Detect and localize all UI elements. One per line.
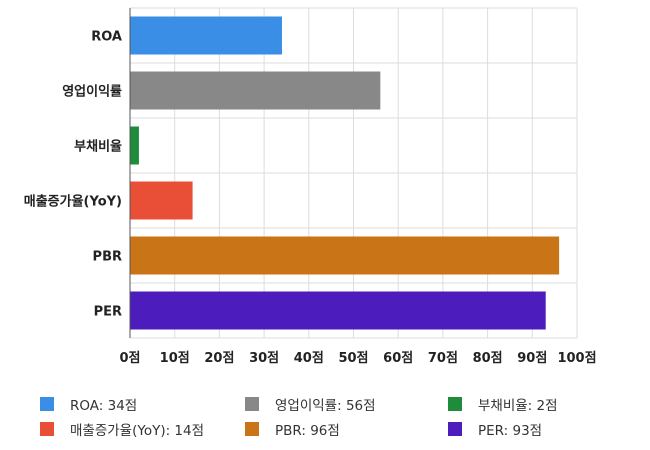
legend-item-debt-ratio[interactable]: 부채비율: 2점 <box>448 394 558 414</box>
legend-label-per: PER: 93점 <box>478 423 543 439</box>
legend-swatch-debt-ratio <box>448 397 462 411</box>
legend-label-roa: ROA: 34점 <box>70 398 138 414</box>
legend-item-pbr[interactable]: PBR: 96점 <box>245 419 340 439</box>
x-tick-label-10: 100점 <box>557 351 596 366</box>
category-label-0: ROA <box>91 30 122 45</box>
x-tick-label-5: 50점 <box>338 351 368 366</box>
bar-5 <box>130 291 546 330</box>
legend-label-operating-margin: 영업이익률: 56점 <box>275 398 376 414</box>
x-tick-label-0: 0점 <box>119 351 140 366</box>
legend-swatch-roa <box>40 397 54 411</box>
x-tick-label-3: 30점 <box>249 351 279 366</box>
x-tick-label-8: 80점 <box>473 351 503 366</box>
x-tick-label-4: 40점 <box>294 351 324 366</box>
category-label-1: 영업이익률 <box>62 84 122 100</box>
legend-swatch-operating-margin <box>245 397 259 411</box>
x-tick-label-6: 60점 <box>383 351 413 366</box>
bar-4 <box>130 236 560 275</box>
bar-3 <box>130 181 193 220</box>
legend-swatch-per <box>448 422 462 436</box>
legend-item-operating-margin[interactable]: 영업이익률: 56점 <box>245 394 376 414</box>
legend-item-roa[interactable]: ROA: 34점 <box>40 394 137 414</box>
legend-swatch-revenue-growth <box>40 422 54 436</box>
x-tick-label-1: 10점 <box>160 351 190 366</box>
category-label-4: PBR <box>93 250 122 265</box>
x-tick-label-7: 70점 <box>428 351 458 366</box>
bar-2 <box>130 126 139 165</box>
bar-0 <box>130 16 282 55</box>
x-tick-label-2: 20점 <box>204 351 234 366</box>
legend-label-pbr: PBR: 96점 <box>275 423 340 439</box>
legend-swatch-pbr <box>245 422 259 436</box>
category-label-3: 매출증가율(YoY) <box>24 194 122 210</box>
x-tick-label-9: 90점 <box>517 351 547 366</box>
legend-item-revenue-growth[interactable]: 매출증가율(YoY): 14점 <box>40 419 204 439</box>
legend-item-per[interactable]: PER: 93점 <box>448 419 542 439</box>
bar-1 <box>130 71 381 110</box>
category-label-2: 부채비율 <box>74 139 122 155</box>
legend-label-debt-ratio: 부채비율: 2점 <box>478 398 558 414</box>
legend-label-revenue-growth: 매출증가율(YoY): 14점 <box>70 423 205 439</box>
category-label-5: PER <box>94 305 122 320</box>
